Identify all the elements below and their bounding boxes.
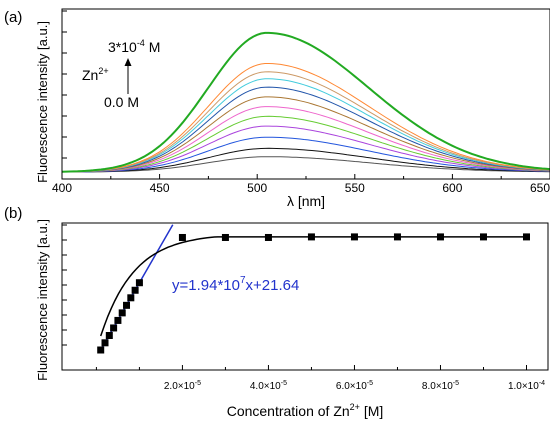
points-b [97,233,530,354]
x-ticks-b: 2.0×10-5 4.0×10-5 6.0×10-5 8.0×10-5 1.0×10-4 [95,365,545,392]
panel-label-a: (a) [4,9,22,26]
x-tick-label-a: 500 [247,181,267,195]
panel-a: (a) Fluorescence intensity [a.u.] 400 450… [4,8,550,209]
spectrum-curve [61,31,550,173]
x-axis-label-b: Concentration of Zn2+ [M] [227,402,384,419]
x-tick-label-b: 8.0×10-5 [422,380,459,392]
x-tick-label-a: 450 [150,181,170,195]
data-point [479,233,487,241]
x-tick-label-b: 1.0×10-4 [508,380,545,392]
plot-frame-b [61,222,549,371]
arrow-head-icon [124,58,132,66]
y-axis-label-a: Fluorescence intensity [a.u.] [35,21,50,183]
spectrum-curve [62,125,550,173]
spectrum-curve [62,136,550,173]
x-tick-label-a: 650 [530,181,550,195]
spectrum-curve [61,63,550,173]
data-point [110,324,118,332]
x-tick-label-a: 550 [345,181,365,195]
x-tick-label-a: 400 [52,181,72,195]
fit-equation: y=1.94*107x+21.64 [172,275,299,294]
y-axis-label-b: Fluorescence intensity [a.u.] [35,219,50,381]
data-point [118,309,126,317]
x-tick-label-b: 4.0×10-5 [250,380,287,392]
data-point [105,332,113,339]
spectrum-curve [62,86,550,173]
data-point [123,301,131,309]
data-point [101,339,109,347]
spectrum-curve [62,147,550,173]
data-point [264,233,272,241]
x-tick-label-b: 6.0×10-5 [336,380,373,392]
data-point [131,286,139,294]
spectrum-curve [61,115,550,173]
spectrum-curve [62,156,550,173]
y-ticks-a [62,10,67,180]
annotation-top: 3*10-4 M [108,38,160,55]
data-point [522,233,530,241]
data-point [221,233,229,241]
data-point [178,233,186,241]
fit-line-layer [99,224,527,351]
saturation-curve [99,236,527,337]
data-point [97,346,105,354]
panel-b: (b) Fluorescence intensity [a.u.] 2.0×10… [4,205,549,419]
curves-a [61,31,550,173]
spectrum-curve [61,78,550,173]
data-point [127,294,135,302]
annotation-bottom: 0.0 M [104,94,139,110]
annotation-middle: Zn2+ [82,66,109,83]
spectrum-curve [62,96,550,173]
x-tick-label-a: 600 [442,181,462,195]
data-point [307,233,315,241]
data-point [135,279,143,287]
spectrum-curve [61,106,550,173]
data-point [436,233,444,241]
spectrum-curve [61,71,550,173]
data-point [114,316,122,324]
x-tick-label-b: 2.0×10-5 [164,380,201,392]
panel-label-b: (b) [4,205,22,222]
data-point [393,233,401,241]
x-ticks-a: 400 450 500 550 600 650 [52,174,550,195]
x-axis-label-a: λ [nm] [287,193,325,209]
y-ticks-b [62,224,67,346]
data-point [350,233,358,241]
